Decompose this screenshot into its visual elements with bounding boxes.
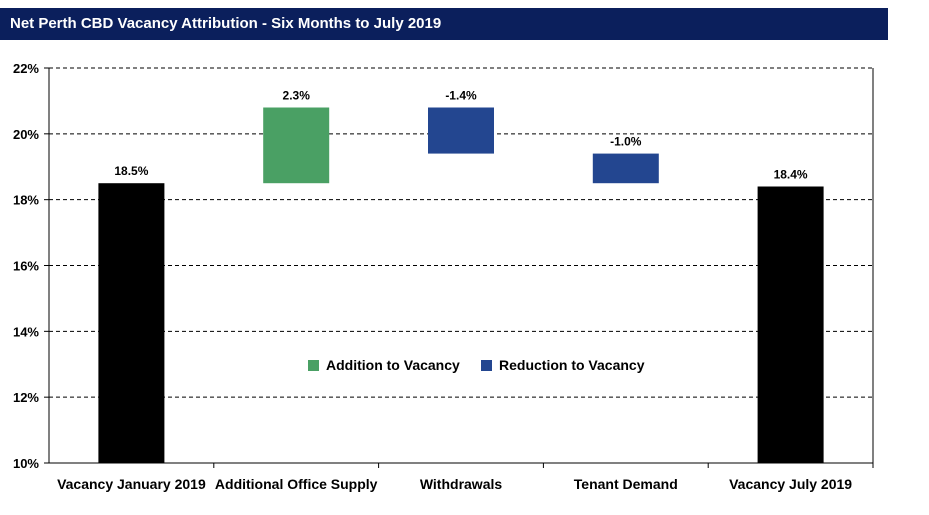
legend-swatch <box>308 360 319 371</box>
legend-label: Addition to Vacancy <box>326 357 460 373</box>
y-tick-label: 16% <box>13 259 39 274</box>
data-label: 2.3% <box>283 89 311 103</box>
y-tick-label: 12% <box>13 390 39 405</box>
x-tick-label: Tenant Demand <box>574 476 678 492</box>
bar-reduction <box>428 107 494 154</box>
legend-label: Reduction to Vacancy <box>499 357 645 373</box>
y-tick-label: 20% <box>13 127 39 142</box>
x-tick-label: Withdrawals <box>420 476 503 492</box>
data-label: 18.5% <box>114 164 148 178</box>
data-label: -1.0% <box>610 135 642 149</box>
x-tick-label: Vacancy July 2019 <box>729 476 852 492</box>
y-tick-label: 22% <box>13 61 39 76</box>
data-label: 18.4% <box>774 168 808 182</box>
bar-total <box>757 186 824 463</box>
bar-addition <box>263 107 330 184</box>
x-tick-label: Additional Office Supply <box>215 476 378 492</box>
data-label: -1.4% <box>445 89 477 103</box>
legend-swatch <box>481 360 492 371</box>
chart-title: Net Perth CBD Vacancy Attribution - Six … <box>0 8 888 40</box>
y-tick-label: 18% <box>13 193 39 208</box>
x-tick-label: Vacancy January 2019 <box>57 476 206 492</box>
bar-total <box>98 183 165 464</box>
bar-reduction <box>592 153 659 184</box>
y-tick-label: 14% <box>13 324 39 339</box>
y-tick-label: 10% <box>13 456 39 471</box>
